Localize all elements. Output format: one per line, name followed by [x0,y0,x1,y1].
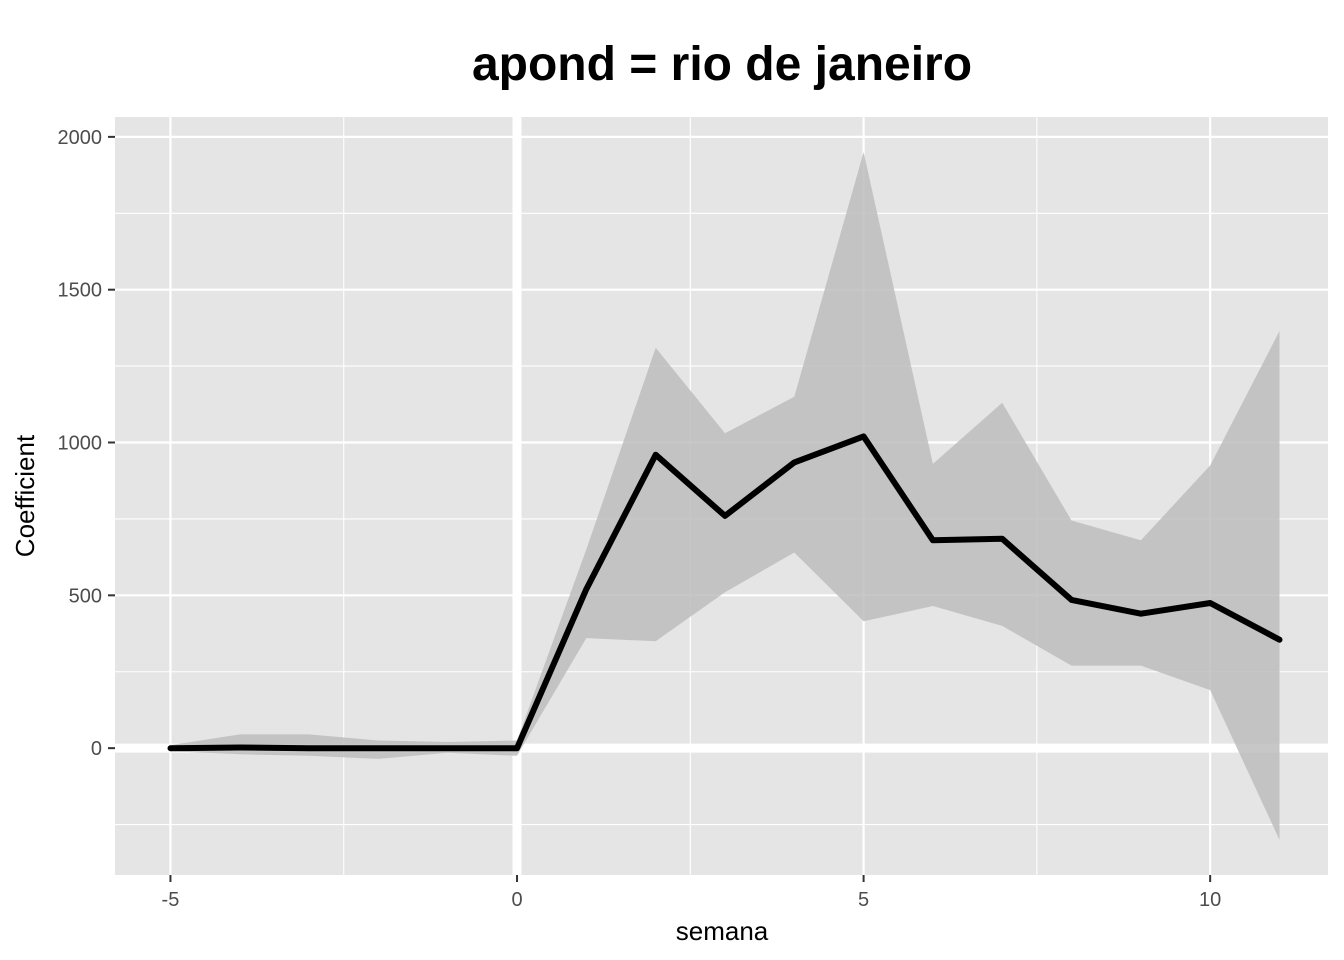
x-tick-label: 5 [858,889,869,911]
coefficient-line [167,433,1283,752]
y-tick-label: 1500 [58,280,103,302]
confidence-ribbon [170,152,1280,840]
x-tick-label: 10 [1199,889,1221,911]
y-tick-label: 0 [91,738,102,760]
y-axis: 0 500 1000 1500 2000 [58,127,115,760]
x-axis-title: semana [676,916,769,946]
y-tick-label: 500 [69,585,102,607]
x-tick-label: -5 [162,889,180,911]
y-tick-label: 1000 [58,433,103,455]
y-tick-label: 2000 [58,127,103,149]
chart-title: apond = rio de janeiro [472,38,972,91]
y-axis-title: Coefficient [10,434,40,557]
x-axis: -5 0 5 10 [162,875,1221,911]
x-tick-label: 0 [511,889,522,911]
